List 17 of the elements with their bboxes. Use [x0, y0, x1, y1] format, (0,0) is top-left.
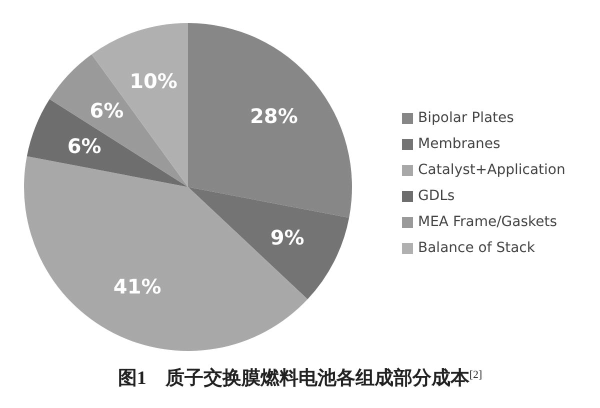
- data-label: 10%: [130, 68, 178, 93]
- legend-label: Bipolar Plates: [418, 110, 514, 126]
- data-label: 6%: [90, 98, 124, 123]
- legend-label: Catalyst+Application: [418, 162, 566, 178]
- data-label: 28%: [250, 104, 298, 128]
- text: 图1 质子交换膜燃料电池各组成部分成本$^{[2]}$: [118, 367, 482, 389]
- pie-slice: [26, 99, 188, 187]
- pie-slice: [188, 23, 352, 218]
- legend-label: GDLs: [418, 188, 455, 204]
- legend-label: Membranes: [418, 136, 500, 152]
- data-label: 41%: [113, 274, 162, 298]
- legend-label: MEA Frame/Gaskets: [418, 214, 558, 230]
- legend-label: Balance of Stack: [418, 240, 535, 256]
- data-label: 9%: [270, 226, 304, 250]
- pie-slice: [50, 54, 188, 187]
- data-label: 6%: [67, 134, 102, 158]
- pie-slice: [188, 187, 350, 300]
